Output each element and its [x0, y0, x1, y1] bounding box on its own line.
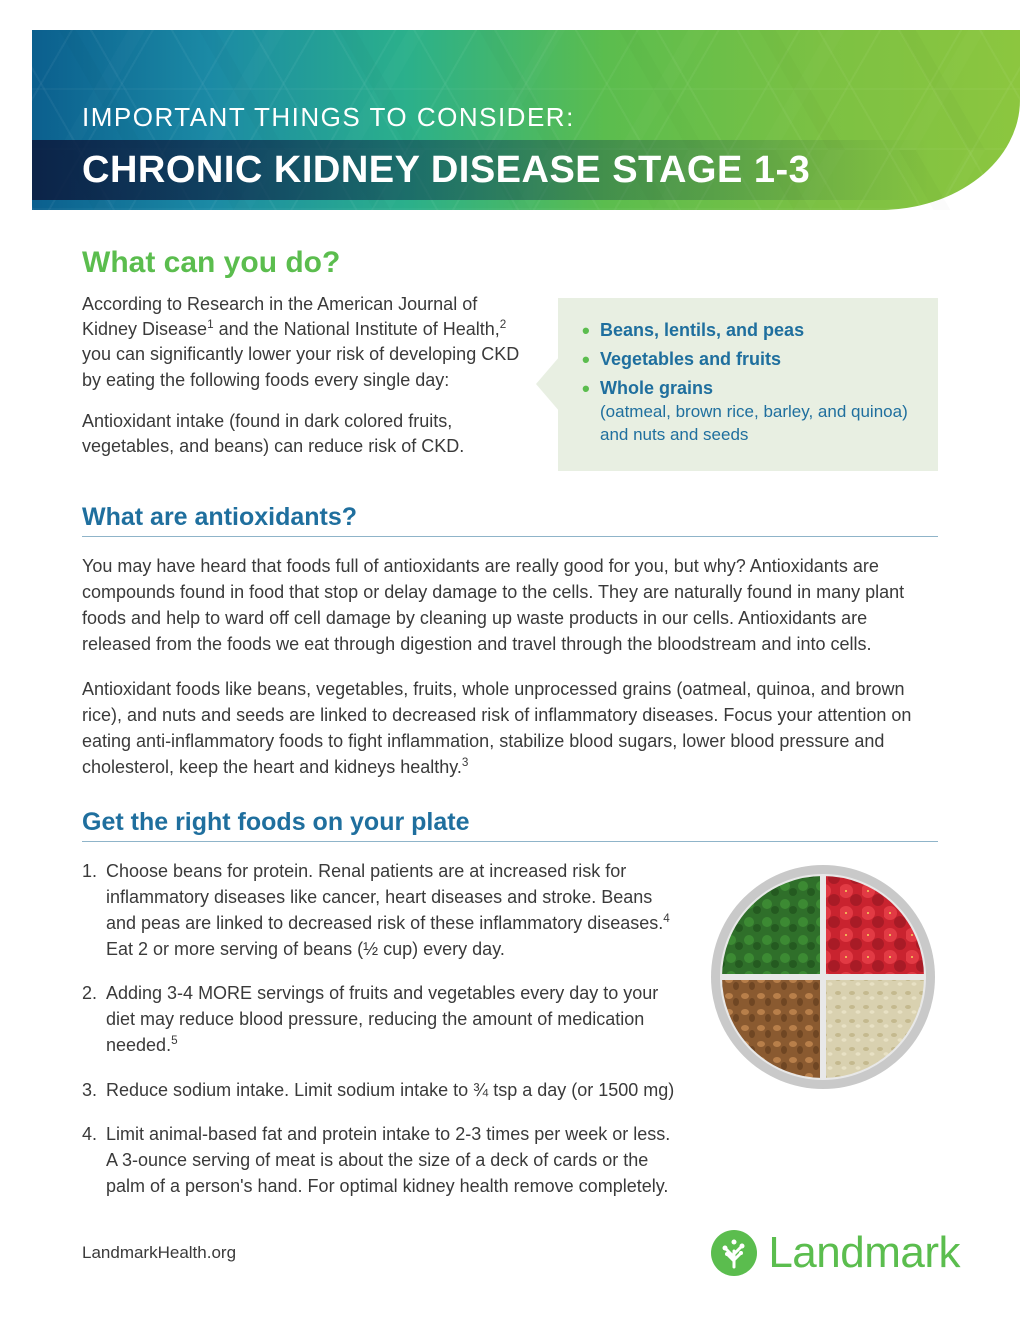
sup-2: 2 — [500, 318, 507, 331]
footer-url: LandmarkHealth.org — [82, 1243, 236, 1263]
antioxidants-para-1: You may have heard that foods full of an… — [82, 553, 938, 657]
tips-list: Choose beans for protein. Renal patients… — [82, 858, 684, 1217]
section3-heading: Get the right foods on your plate — [82, 808, 938, 842]
section1-heading: What can you do? — [82, 246, 938, 280]
title-bar: CHRONIC KIDNEY DISEASE STAGE 1-3 — [32, 140, 930, 200]
tip-item: Adding 3-4 MORE servings of fruits and v… — [82, 980, 684, 1058]
intro-para-1: According to Research in the American Jo… — [82, 292, 528, 393]
sup-4: 4 — [663, 912, 670, 925]
callout-arrow-icon — [536, 356, 560, 412]
callout-item: Whole grains (oatmeal, brown rice, barle… — [582, 374, 914, 451]
tip-text-b: Eat 2 or more serving of beans (½ cup) e… — [106, 939, 505, 959]
quadrant-oats — [823, 977, 938, 1092]
para1-c: you can significantly lower your risk of… — [82, 344, 519, 389]
section2-heading: What are antioxidants? — [82, 503, 938, 537]
intro-text: According to Research in the American Jo… — [82, 292, 528, 475]
landmark-logo: Landmark — [710, 1228, 960, 1278]
tip-item: Choose beans for protein. Renal patients… — [82, 858, 684, 962]
logo-text: Landmark — [768, 1228, 960, 1278]
food-plate-image — [708, 862, 938, 1092]
callout-list: Beans, lentils, and peas Vegetables and … — [582, 316, 914, 451]
tree-icon — [710, 1229, 758, 1277]
section2-body: You may have heard that foods full of an… — [82, 553, 938, 780]
sup-5: 5 — [171, 1034, 178, 1047]
plate-row: Choose beans for protein. Renal patients… — [82, 858, 938, 1217]
callout-box: Beans, lentils, and peas Vegetables and … — [558, 298, 938, 471]
para2-a: Antioxidant foods like beans, vegetables… — [82, 679, 911, 777]
footer: LandmarkHealth.org Landmark — [82, 1228, 960, 1278]
tip-item: Reduce sodium intake. Limit sodium intak… — [82, 1077, 684, 1103]
antioxidants-para-2: Antioxidant foods like beans, vegetables… — [82, 676, 938, 780]
tip-text: Adding 3-4 MORE servings of fruits and v… — [106, 983, 658, 1055]
callout-item-label: Vegetables and fruits — [600, 349, 781, 369]
quadrant-broccoli — [708, 862, 823, 977]
sup-3: 3 — [462, 756, 469, 769]
callout-wrap: Beans, lentils, and peas Vegetables and … — [558, 298, 938, 471]
supertitle: IMPORTANT THINGS TO CONSIDER: — [82, 102, 575, 133]
header-band: IMPORTANT THINGS TO CONSIDER: CHRONIC KI… — [0, 0, 1020, 210]
callout-item: Beans, lentils, and peas — [582, 316, 914, 345]
callout-item: Vegetables and fruits — [582, 345, 914, 374]
intro-para-2: Antioxidant intake (found in dark colore… — [82, 409, 528, 459]
quadrant-strawberries — [823, 862, 938, 977]
tip-text: Choose beans for protein. Renal patients… — [106, 861, 663, 933]
tip-text: Limit animal-based fat and protein intak… — [106, 1124, 670, 1196]
page-title: CHRONIC KIDNEY DISEASE STAGE 1-3 — [82, 149, 810, 192]
intro-two-column: According to Research in the American Jo… — [82, 292, 938, 475]
tip-item: Limit animal-based fat and protein intak… — [82, 1121, 684, 1199]
para1-b: and the National Institute of Health, — [214, 319, 500, 339]
callout-item-subtext: (oatmeal, brown rice, barley, and quinoa… — [600, 401, 914, 447]
tip-text: Reduce sodium intake. Limit sodium intak… — [106, 1080, 674, 1100]
callout-item-label: Beans, lentils, and peas — [600, 320, 804, 340]
main-content: What can you do? According to Research i… — [0, 210, 1020, 1217]
quadrant-nuts — [708, 977, 823, 1092]
callout-item-label: Whole grains — [600, 378, 713, 398]
